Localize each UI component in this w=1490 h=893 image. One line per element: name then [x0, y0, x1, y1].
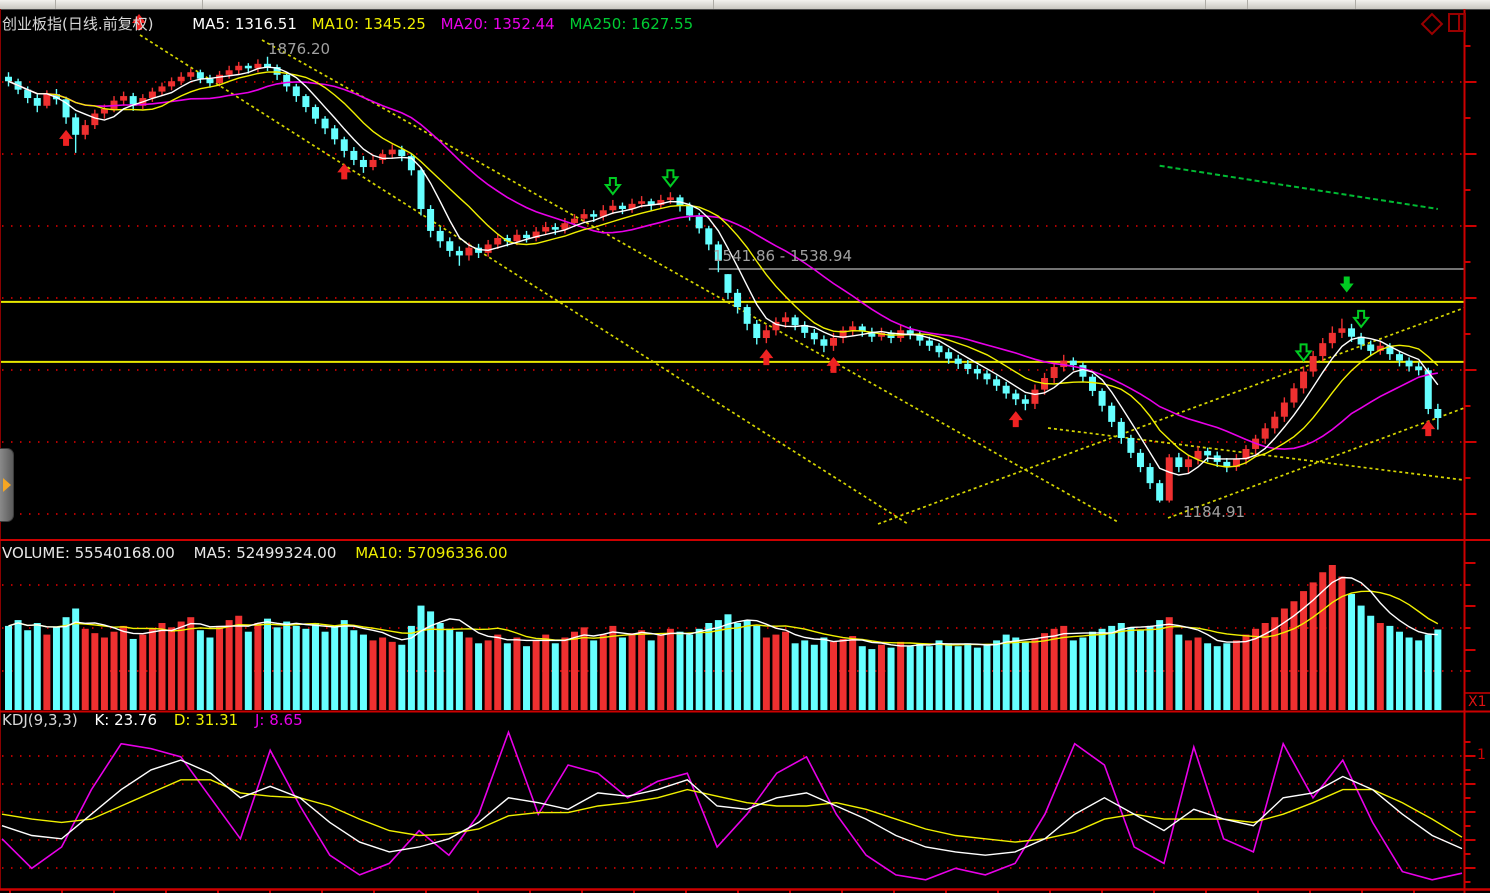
toolbar-separator — [713, 0, 714, 9]
kdj-j-readout: J: 8.65 — [254, 711, 303, 729]
low-price-label: 1184.91 — [1183, 503, 1246, 521]
ma5-readout: MA5: 1316.51 — [192, 15, 297, 33]
chart-header: 创业板指(日线.前复权) MA5: 1316.51 MA10: 1345.25 … — [2, 13, 703, 34]
gap-range-label: 1541.86 - 1538.94 — [713, 247, 853, 265]
toolbar-bottom-strip — [0, 0, 1490, 10]
toolbar-separator — [55, 0, 56, 9]
peak-price-label: 1876.20 — [268, 40, 331, 58]
kdj-header: KDJ(9,3,3) K: 23.76 D: 31.31 J: 8.65 — [2, 711, 303, 729]
ma20-readout: MA20: 1352.44 — [440, 15, 555, 33]
instrument-title: 创业板指(日线.前复权) — [2, 15, 154, 33]
kdj-k-readout: K: 23.76 — [94, 711, 158, 729]
toolbar-separator — [202, 0, 203, 9]
ma10-readout: MA10: 1345.25 — [311, 15, 426, 33]
panel-expand-tab[interactable] — [0, 448, 14, 522]
toolbar-separator — [1205, 0, 1206, 9]
kdj-name: KDJ(9,3,3) — [2, 711, 78, 729]
volume-ma10-readout: MA10: 57096336.00 — [355, 544, 508, 562]
volume-readout: VOLUME: 55540168.00 — [2, 544, 175, 562]
kdj-axis-label: 1 — [1477, 747, 1486, 763]
volume-header: VOLUME: 55540168.00 MA5: 52499324.00 MA1… — [2, 544, 508, 562]
expand-arrow-icon — [3, 478, 11, 492]
volume-axis-x1-label: X1 — [1468, 694, 1487, 710]
toolbar-separator — [1355, 0, 1356, 9]
volume-ma5-readout: MA5: 52499324.00 — [193, 544, 337, 562]
toolbar-separator — [1247, 0, 1248, 9]
window-layout-icon[interactable] — [1448, 13, 1466, 32]
ma250-readout: MA250: 1627.55 — [569, 15, 694, 33]
kdj-d-readout: D: 31.31 — [173, 711, 239, 729]
